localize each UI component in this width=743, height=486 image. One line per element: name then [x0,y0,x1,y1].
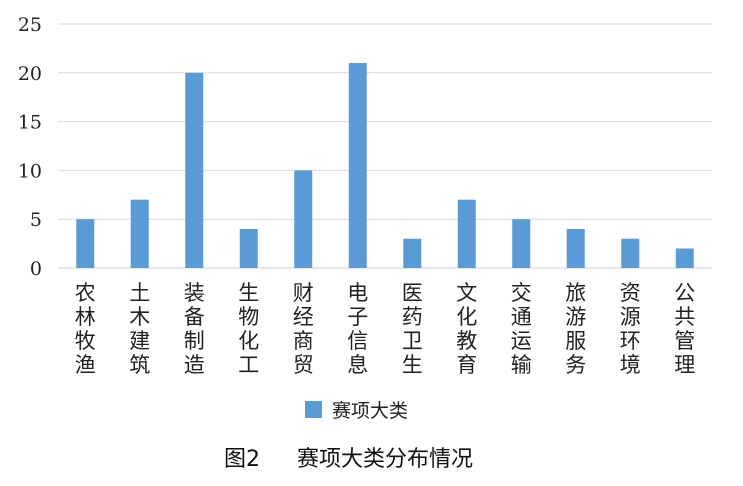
bars [76,63,694,268]
figure-label: 图2 [224,447,260,472]
bar-11 [675,248,694,268]
grid-lines [58,23,712,220]
bar-2 [185,72,204,268]
figure-title: 赛项大类分布情况 [297,447,473,472]
x-tick-label: 交通运输 [511,281,532,377]
x-tick-label: 财经商贸 [293,281,314,377]
y-tick-label: 25 [18,14,42,36]
bar-4 [294,170,313,268]
x-tick-label: 电子信息 [347,281,368,377]
x-tick-label: 旅游服务 [565,281,586,377]
bar-3 [239,228,258,268]
y-tick-label: 20 [18,63,42,85]
x-tick-label: 装备制造 [184,281,205,377]
y-tick-label: 10 [18,160,42,182]
y-tick-label: 15 [18,112,42,134]
x-tick-label: 农林牧渔 [75,281,96,377]
x-tick-label: 土木建筑 [129,281,150,377]
x-tick-label: 资源环境 [620,281,641,377]
x-tick-label: 生物化工 [238,281,259,377]
x-tick-label: 文化教育 [456,281,477,377]
figure-caption: 图2 赛项大类分布情况 [224,447,473,472]
x-tick-label: 医药卫生 [402,281,423,377]
bar-6 [403,238,422,268]
legend-label: 赛项大类 [332,400,408,422]
legend: 赛项大类 [305,400,408,422]
bar-10 [621,238,640,268]
x-tick-label: 公共管理 [674,281,695,377]
bar-8 [512,219,531,268]
bar-7 [457,199,476,268]
bar-9 [566,228,585,268]
legend-swatch [305,401,322,418]
y-axis: 0 5 10 15 20 25 [18,14,42,280]
bar-1 [130,199,149,268]
y-tick-label: 5 [30,209,42,231]
bar-0 [76,219,95,268]
y-tick-label: 0 [30,258,42,280]
bar-5 [348,63,367,268]
x-axis-labels: 农林牧渔 土木建筑 装备制造 生物化工 财经商贸 电子信息 医药卫生 文化教育 交通运输 旅游服务… [75,281,696,377]
